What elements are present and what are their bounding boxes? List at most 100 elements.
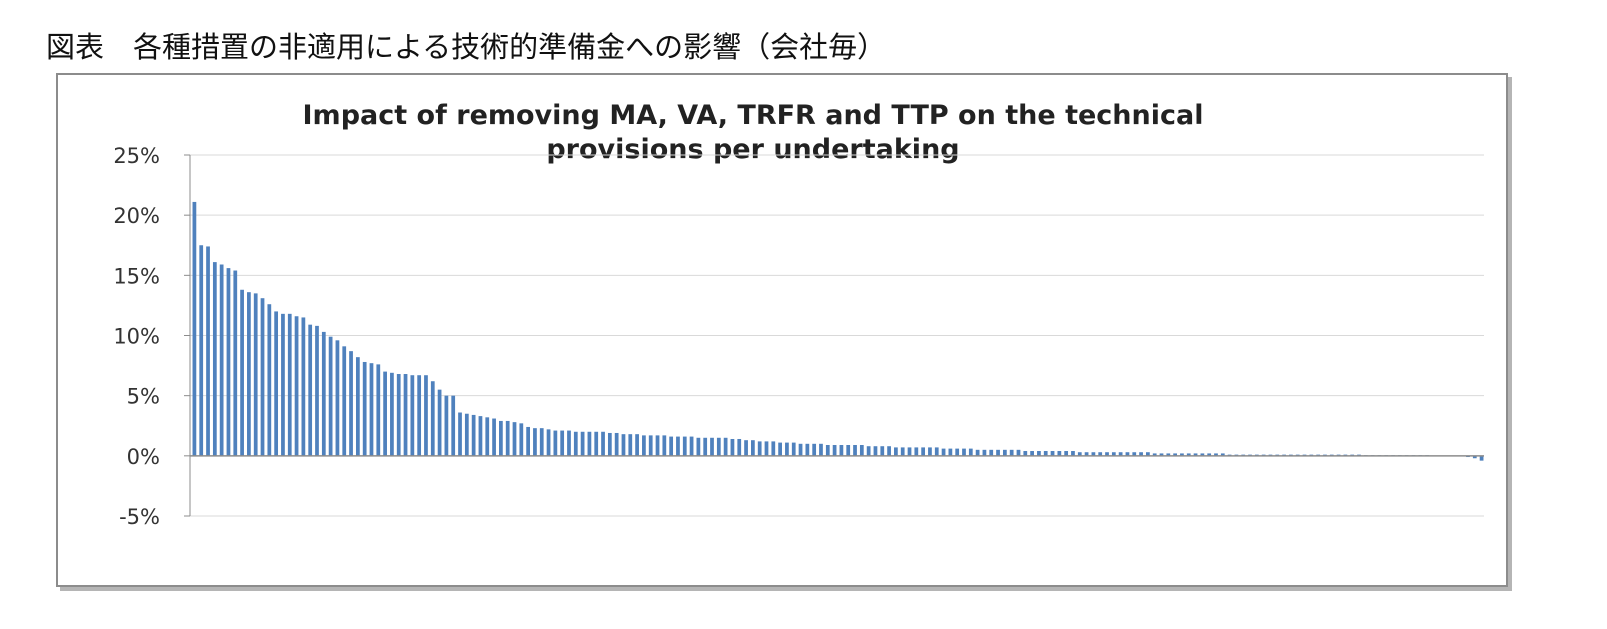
bar [846,445,851,456]
y-tick-labels: 25% 20% 15% 10% 5% 0% -5% [113,144,160,529]
bar [696,437,701,456]
bar [928,447,932,456]
bar [253,293,258,456]
figure-caption: 図表 各種措置の非適用による技術的準備金への影響（会社毎） [46,30,887,64]
bar [1220,453,1225,456]
bar [321,331,326,456]
bar [1479,455,1484,461]
bar [247,292,251,456]
y-tick-label: 10% [113,325,160,349]
bar [383,371,387,456]
bar [451,395,456,456]
bar [785,442,789,456]
bar [1091,452,1096,456]
bar [778,442,782,456]
bar [1050,451,1055,456]
bar [505,420,510,456]
bar [539,428,544,456]
bar [587,431,592,456]
bar [1043,451,1048,456]
bar [1207,453,1212,456]
bar [485,417,490,456]
bar [682,436,687,456]
bar [1077,452,1082,456]
bar [703,437,708,456]
bar [301,317,306,456]
bar [335,340,340,456]
bar [328,336,333,456]
bar [955,448,960,456]
bar [260,298,265,456]
bar [417,375,422,456]
bar [1064,451,1069,456]
chart-frame: Impact of removing MA, VA, TRFR and TTP … [56,73,1508,587]
bar [948,448,953,456]
bar [287,313,292,456]
y-tick-label: -5% [119,505,160,529]
bar [737,438,742,456]
bar [1193,453,1198,456]
bar [308,324,313,456]
bar [342,346,347,456]
bar [546,429,551,456]
bar [233,270,238,456]
bar [471,414,476,456]
bar [880,446,885,456]
bar [812,443,817,456]
bar [996,449,1000,456]
bar [757,441,762,456]
bar [560,430,565,456]
bar [941,448,946,456]
bar [567,430,571,456]
bar [580,431,585,456]
bar-chart: 25% 20% 15% 10% 5% 0% -5% [113,144,1484,529]
bar [662,435,667,456]
bar [1152,453,1157,456]
bar [914,447,919,456]
bar [1084,452,1089,456]
bar [832,445,837,456]
gridlines [190,154,1484,517]
bar [730,438,735,456]
bar [226,268,231,456]
bar [274,311,279,456]
bar [492,418,496,456]
bar [458,412,462,456]
bar [962,448,966,456]
bar [519,423,524,456]
bar [533,428,537,456]
bar [206,246,210,456]
bar [968,448,973,456]
bar [212,262,217,456]
bar [975,449,980,456]
bar [819,443,823,456]
bar-series [192,201,1484,461]
bar [1111,452,1116,456]
bar [1002,449,1007,456]
bar [1030,451,1034,456]
bar [478,416,483,456]
bar [907,447,912,456]
axes [184,154,1484,517]
bar [825,445,830,456]
bar [240,289,244,456]
bar [199,245,204,456]
bar [1016,449,1021,456]
bar [1200,453,1205,456]
bar [1132,452,1137,456]
bar [689,436,694,456]
bar [1105,452,1109,456]
bar [1166,453,1171,456]
bar [1173,453,1177,456]
bar [764,441,769,456]
bar [607,432,612,456]
bar [628,434,633,456]
bar [791,442,796,456]
bar [798,443,803,456]
y-tick-label: 20% [113,204,160,228]
chart-title-line-1: Impact of removing MA, VA, TRFR and TTP … [302,100,1204,131]
y-tick-label: 15% [113,264,160,288]
bar [873,446,878,456]
bar [1037,451,1041,456]
bar [1118,452,1123,456]
